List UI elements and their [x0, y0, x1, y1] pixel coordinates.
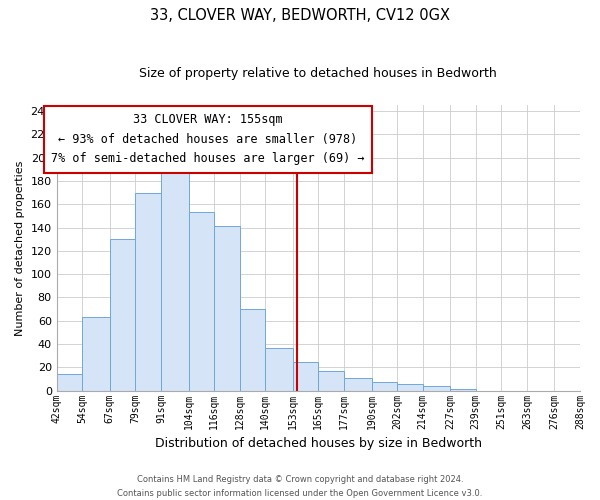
- Bar: [371, 382, 397, 390]
- Text: Contains HM Land Registry data © Crown copyright and database right 2024.
Contai: Contains HM Land Registry data © Crown c…: [118, 476, 482, 498]
- Bar: [82, 318, 110, 390]
- X-axis label: Distribution of detached houses by size in Bedworth: Distribution of detached houses by size …: [155, 437, 482, 450]
- Bar: [319, 371, 344, 390]
- Y-axis label: Number of detached properties: Number of detached properties: [15, 160, 25, 336]
- Bar: [136, 192, 161, 390]
- Text: 33, CLOVER WAY, BEDWORTH, CV12 0GX: 33, CLOVER WAY, BEDWORTH, CV12 0GX: [150, 8, 450, 22]
- Text: 33 CLOVER WAY: 155sqm
← 93% of detached houses are smaller (978)
7% of semi-deta: 33 CLOVER WAY: 155sqm ← 93% of detached …: [51, 114, 364, 166]
- Bar: [110, 239, 136, 390]
- Title: Size of property relative to detached houses in Bedworth: Size of property relative to detached ho…: [139, 68, 497, 80]
- Bar: [239, 309, 265, 390]
- Bar: [56, 374, 82, 390]
- Bar: [293, 362, 319, 390]
- Bar: [214, 226, 239, 390]
- Bar: [344, 378, 371, 390]
- Bar: [161, 158, 188, 390]
- Bar: [188, 212, 214, 390]
- Bar: [265, 348, 293, 391]
- Bar: [422, 386, 450, 390]
- Bar: [397, 384, 422, 390]
